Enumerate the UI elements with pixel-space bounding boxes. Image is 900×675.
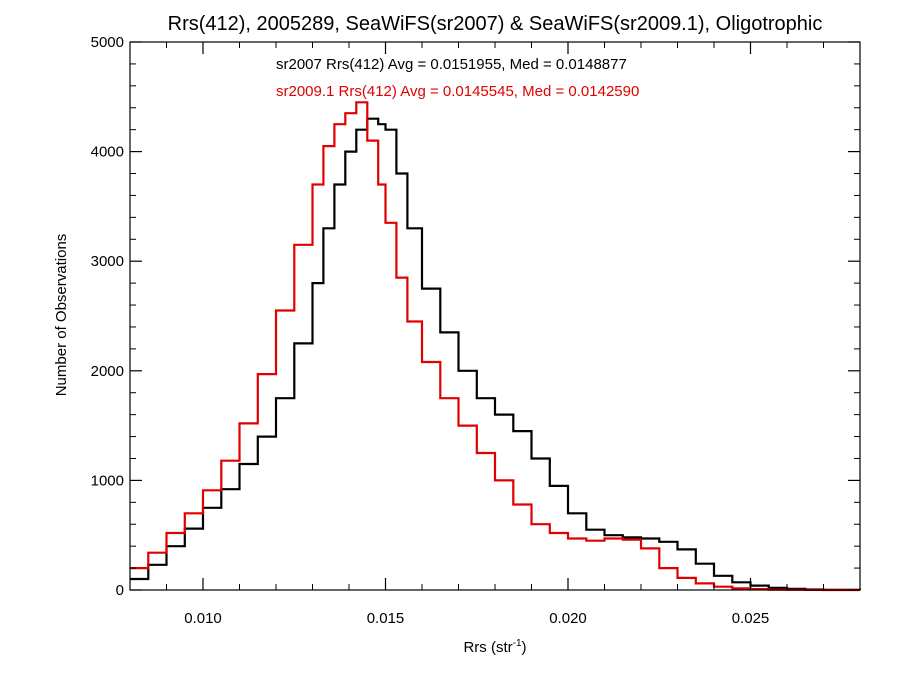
plot-frame (129, 41, 861, 591)
chart-title: Rrs(412), 2005289, SeaWiFS(sr2007) & Sea… (168, 13, 823, 35)
x-tick-label: 0.020 (549, 610, 587, 627)
axes: 0.010 0.015 0.020 0.025 0 1000 2000 3000 4000 500… (91, 34, 861, 627)
x-axis-label: Rrs (str-1) (463, 638, 526, 656)
x-axis-label-main: Rrs (str (463, 639, 512, 656)
series-line-sr2007 (130, 117, 862, 591)
y-tick-label: 3000 (91, 253, 124, 270)
annotation-sr2009: sr2009.1 Rrs(412) Avg = 0.0145545, Med =… (276, 83, 639, 100)
x-tick-label: 0.025 (732, 610, 770, 627)
y-axis-label: Number of Observations (53, 234, 70, 397)
y-tick-label: 2000 (91, 363, 124, 380)
series-line-sr2009 (130, 101, 860, 592)
y-tick-label: 0 (116, 582, 124, 599)
plot-series (130, 101, 862, 592)
x-tick-label: 0.010 (184, 610, 222, 627)
y-tick-label: 5000 (91, 34, 124, 51)
annotation-sr2007: sr2007 Rrs(412) Avg = 0.0151955, Med = 0… (276, 56, 627, 73)
x-axis-label-tail: ) (522, 639, 527, 656)
y-tick-label: 4000 (91, 144, 124, 161)
y-tick-label: 1000 (91, 472, 124, 489)
x-tick-label: 0.015 (367, 610, 405, 627)
x-axis-label-sup: -1 (513, 638, 522, 649)
